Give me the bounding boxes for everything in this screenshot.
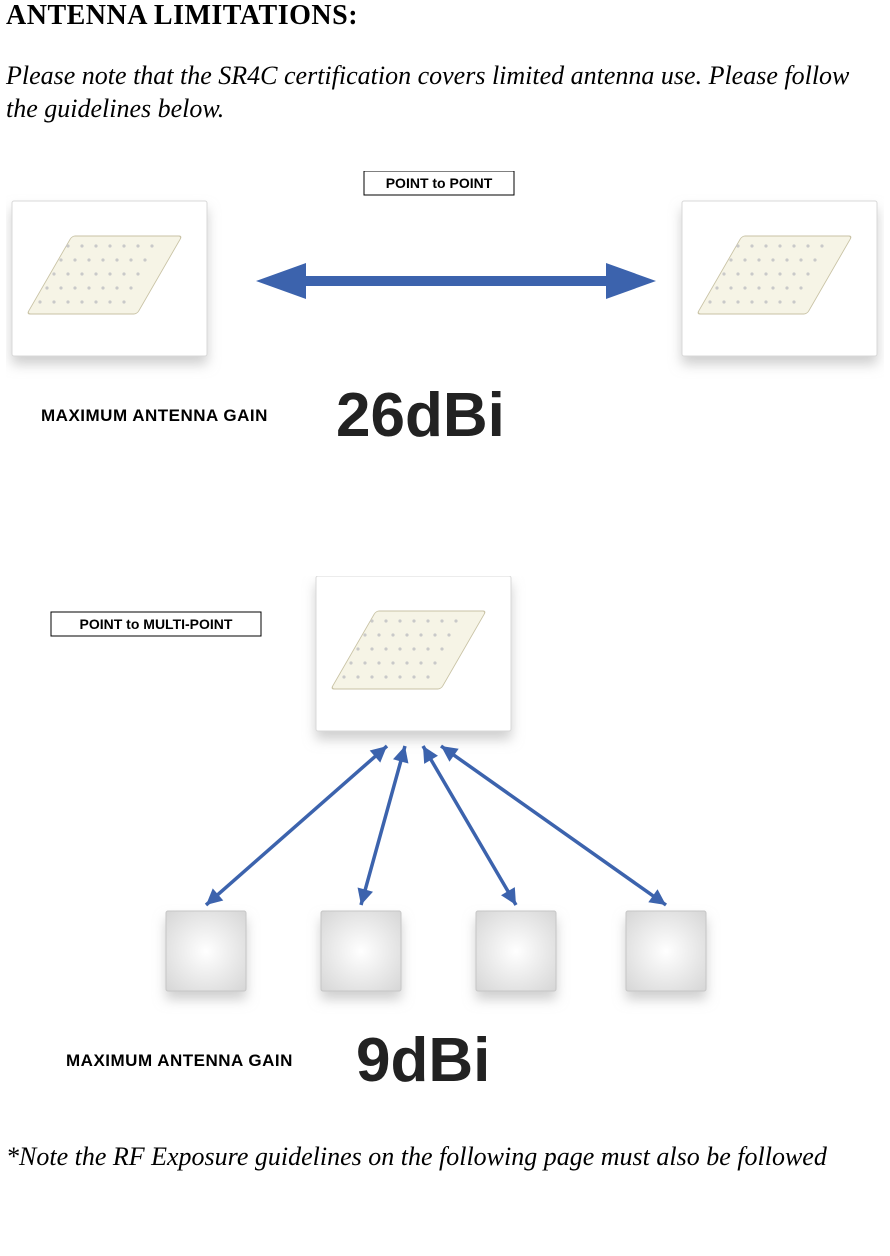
- ptmp-gain: MAXIMUM ANTENNA GAIN 9dBi: [66, 1026, 490, 1095]
- ptp-gain: MAXIMUM ANTENNA GAIN 26dBi: [41, 381, 505, 450]
- ptp-arrow: [256, 263, 656, 299]
- ptp-svg: POINT to POINT: [6, 171, 884, 461]
- intro-paragraph: Please note that the SR4C certification …: [6, 60, 884, 125]
- svg-text:POINT to POINT: POINT to POINT: [386, 175, 493, 191]
- svg-text:POINT to MULTI-POINT: POINT to MULTI-POINT: [80, 616, 233, 632]
- point-to-point-diagram: POINT to POINT: [6, 171, 884, 466]
- ptp-label-box: POINT to POINT: [364, 171, 514, 195]
- svg-text:26dBi: 26dBi: [336, 381, 505, 450]
- ptmp-node: [166, 911, 246, 991]
- svg-text:MAXIMUM ANTENNA GAIN: MAXIMUM ANTENNA GAIN: [41, 406, 268, 425]
- ptmp-arrows: [206, 746, 666, 905]
- ptmp-svg: POINT to MULTI-POINT MAXIMUM ANTENNA GAI…: [6, 576, 884, 1096]
- point-to-multipoint-diagram: POINT to MULTI-POINT MAXIMUM ANTENNA GAI…: [6, 576, 884, 1101]
- ptmp-node: [476, 911, 556, 991]
- ptmp-nodes: [166, 911, 706, 991]
- ptp-left-device: [12, 201, 207, 356]
- ptmp-label-box: POINT to MULTI-POINT: [51, 612, 261, 636]
- svg-text:MAXIMUM ANTENNA GAIN: MAXIMUM ANTENNA GAIN: [66, 1051, 293, 1070]
- ptmp-top-device: [316, 576, 511, 731]
- ptp-right-device: [682, 201, 877, 356]
- ptmp-node: [321, 911, 401, 991]
- ptmp-node: [626, 911, 706, 991]
- footnote: *Note the RF Exposure guidelines on the …: [6, 1141, 884, 1174]
- svg-text:9dBi: 9dBi: [356, 1026, 490, 1095]
- page-title: ANTENNA LIMITATIONS:: [6, 0, 884, 32]
